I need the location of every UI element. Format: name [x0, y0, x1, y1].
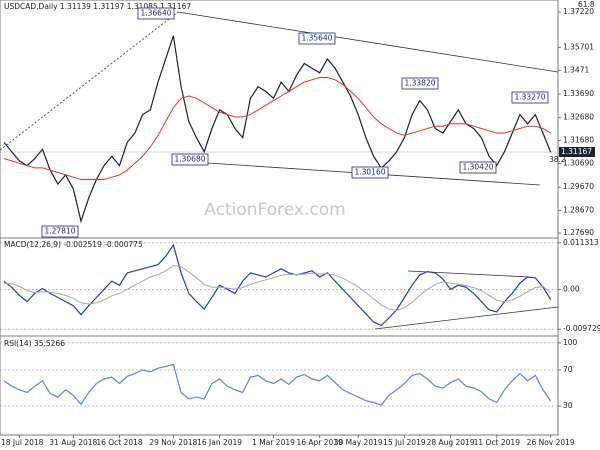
y-tick-label: 1.37220	[563, 7, 594, 16]
price-tag-text: 1.31167	[561, 147, 592, 156]
y-tick-label: 1.35701	[563, 42, 594, 51]
x-tick-label: 15 Jul 2019	[383, 438, 426, 447]
y-tick-label: 1.32680	[563, 112, 594, 121]
annotation: 1.30680	[171, 153, 209, 166]
annotation-text: 1.30420	[462, 163, 493, 172]
annotation-text: 1.30680	[174, 155, 205, 164]
y-tick-label: 1.33690	[563, 89, 594, 98]
x-tick-label: 28 Aug 2019	[427, 438, 475, 447]
annotation-text: 1.36640	[140, 9, 171, 18]
fib-label: 38.2	[549, 155, 566, 164]
annotation: 1.35640	[298, 32, 336, 45]
fib-line	[0, 11, 179, 151]
y-tick-label: 100	[563, 338, 578, 347]
y-tick-label: 30	[563, 401, 573, 410]
annotation: 1.33820	[401, 77, 439, 90]
annotation: 1.30160	[351, 166, 389, 179]
x-tick-label: 11 Oct 2019	[474, 438, 521, 447]
y-tick-label: 70	[563, 365, 573, 374]
annotation: 1.36640	[137, 7, 175, 20]
annotation-text: 1.30160	[354, 168, 385, 177]
trend-line	[177, 11, 559, 73]
price-tag	[559, 147, 595, 157]
y-tick-label: -0.009729	[563, 324, 600, 333]
x-tick-label: 16 Apr 2019	[297, 438, 344, 447]
x-tick-label: 31 Aug 2018	[49, 438, 97, 447]
series-line	[3, 363, 552, 406]
annotation: 1.27810	[41, 225, 79, 238]
y-tick-label: 0.011313	[563, 238, 599, 247]
annotation-text: 1.27810	[44, 227, 75, 236]
annotation: 1.33270	[511, 91, 549, 104]
y-tick-label: 1.29670	[563, 182, 594, 191]
y-tick-label: 1.3471	[563, 65, 589, 74]
x-tick-label: 18 Jul 2018	[1, 438, 44, 447]
trend-line	[374, 306, 559, 330]
y-tick-label: 0.00	[563, 284, 580, 293]
chart-title: USDCAD,Daily 1.31139 1.31197 1.31085 1.3…	[4, 2, 191, 11]
y-tick-label: 1.27690	[563, 228, 594, 237]
x-tick-label: 16 Oct 2018	[96, 438, 143, 447]
x-tick-label: 30 May 2019	[334, 438, 383, 447]
x-tick-label: 1 Mar 2019	[252, 438, 295, 447]
y-tick-label: 1.31680	[563, 136, 594, 145]
series-line	[3, 77, 551, 180]
series-line	[3, 243, 552, 327]
series-line	[3, 264, 552, 312]
annotation-text: 1.33820	[404, 79, 435, 88]
x-tick-label: 29 Nov 2018	[149, 438, 197, 447]
y-tick-label: 1.30690	[563, 158, 594, 167]
y-tick-label: 1.28670	[563, 205, 594, 214]
annotation-text: 1.35640	[301, 34, 332, 43]
x-tick-label: 16 Jan 2019	[197, 438, 242, 447]
x-tick-label: 26 Nov 2019	[527, 438, 575, 447]
series-line	[3, 35, 552, 224]
rsi-title: RSI(14) 35.5266	[4, 339, 65, 348]
frame	[0, 0, 559, 436]
watermark: ActionForex.com	[204, 200, 345, 220]
annotation: 1.30420	[459, 161, 497, 174]
annotation-text: 1.33270	[514, 93, 545, 102]
macd-title: MACD(12,26,9) -0.002519 -0.000775	[4, 240, 143, 249]
fib-label: 61.8	[578, 0, 595, 9]
